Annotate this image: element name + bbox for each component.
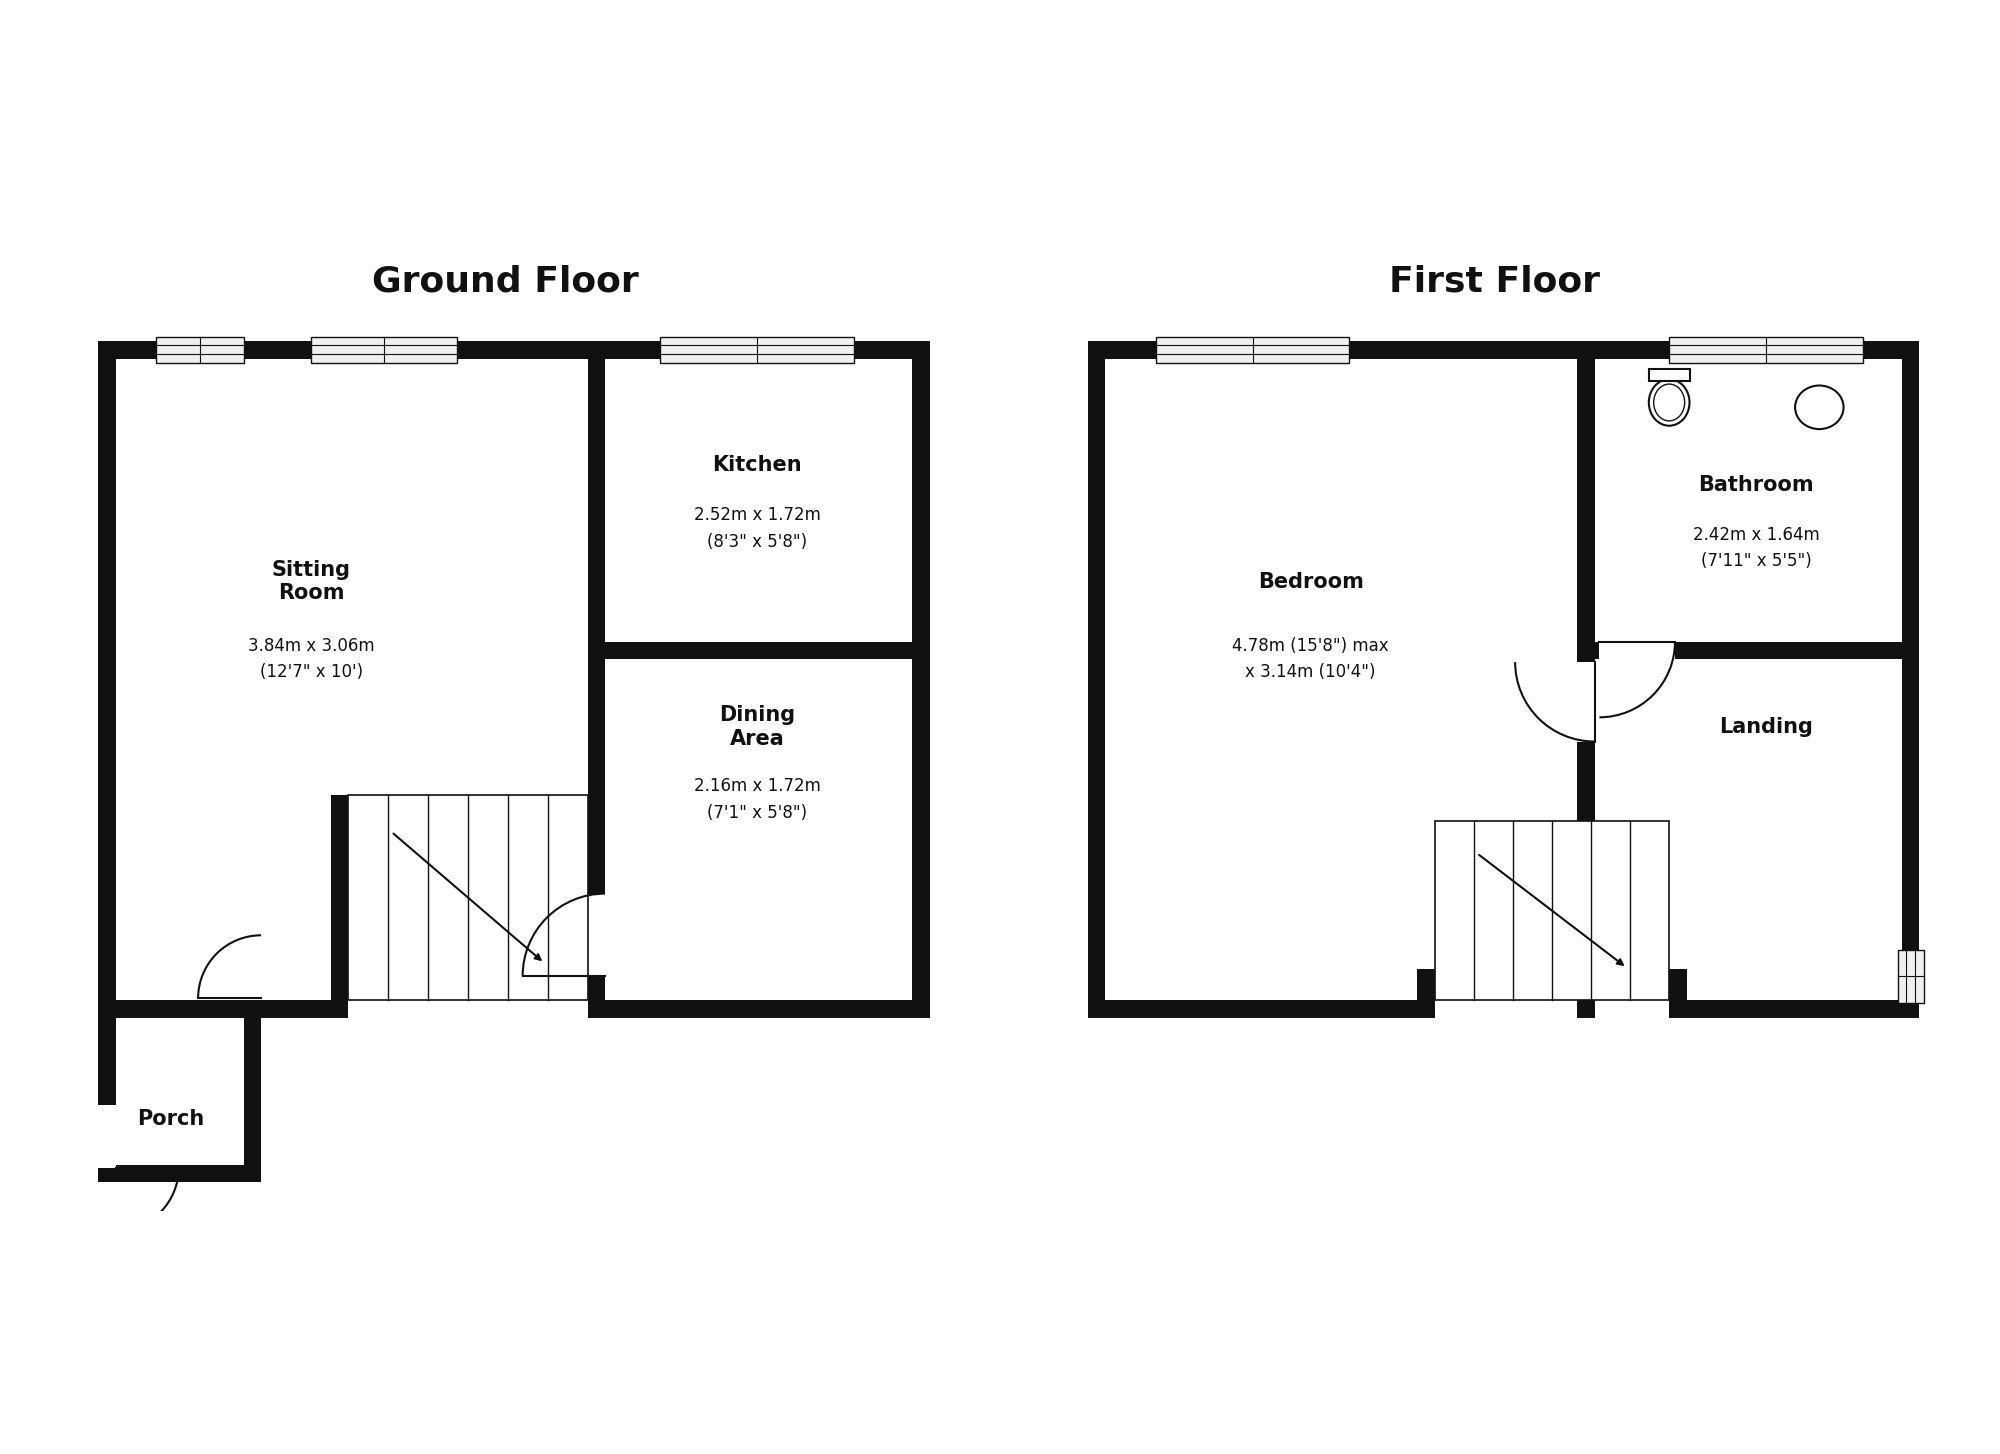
Bar: [1578, 641, 1920, 659]
Bar: [244, 935, 262, 999]
Bar: [588, 641, 930, 659]
Bar: [1670, 970, 1686, 1018]
Ellipse shape: [1654, 384, 1684, 420]
Bar: [1156, 342, 1350, 359]
Text: Dining
Area: Dining Area: [720, 705, 796, 749]
Text: Ground Floor: Ground Floor: [372, 265, 638, 298]
Bar: [1670, 336, 1862, 362]
Text: 2.16m x 1.72m
(7'1" x 5'8"): 2.16m x 1.72m (7'1" x 5'8"): [694, 778, 820, 822]
Bar: [244, 1000, 262, 1182]
Text: Porch: Porch: [138, 1109, 204, 1130]
Text: Landing: Landing: [1720, 717, 1812, 737]
Bar: [98, 342, 116, 1018]
Bar: [588, 894, 604, 976]
Bar: [1088, 971, 1096, 989]
Bar: [1648, 368, 1690, 381]
Bar: [98, 1000, 262, 1018]
Bar: [912, 342, 930, 1018]
Text: Bedroom: Bedroom: [1258, 571, 1364, 592]
Bar: [156, 336, 244, 362]
Text: 2.52m x 1.72m
(8'3" x 5'8"): 2.52m x 1.72m (8'3" x 5'8"): [694, 506, 820, 551]
Text: 4.78m (15'8") max
x 3.14m (10'4"): 4.78m (15'8") max x 3.14m (10'4"): [1232, 637, 1390, 682]
Bar: [116, 1000, 348, 1018]
Bar: [1434, 822, 1670, 1000]
Bar: [312, 342, 456, 359]
Bar: [1156, 336, 1350, 362]
Bar: [660, 342, 854, 359]
Bar: [1578, 342, 1594, 1018]
Bar: [1418, 970, 1434, 1018]
Bar: [1434, 822, 1670, 1000]
Bar: [156, 336, 244, 362]
Bar: [1106, 1000, 1434, 1018]
Ellipse shape: [1648, 379, 1690, 426]
Bar: [348, 795, 588, 1000]
Bar: [1156, 336, 1350, 362]
Text: Sitting
Room: Sitting Room: [272, 560, 350, 603]
Bar: [588, 1000, 930, 1018]
Bar: [1088, 342, 1106, 1018]
Bar: [1600, 641, 1674, 659]
Bar: [588, 342, 604, 1018]
Ellipse shape: [1796, 385, 1844, 429]
Bar: [98, 1000, 116, 1182]
Bar: [1902, 342, 1920, 1018]
Bar: [98, 1165, 244, 1182]
Bar: [1670, 336, 1862, 362]
Bar: [1670, 1000, 1920, 1018]
Bar: [348, 795, 588, 1000]
Bar: [1898, 949, 1924, 1003]
Bar: [660, 336, 854, 362]
Bar: [98, 342, 930, 359]
Bar: [98, 1105, 116, 1168]
Bar: [1898, 949, 1924, 1003]
Text: Kitchen: Kitchen: [712, 455, 802, 475]
Bar: [312, 336, 456, 362]
Bar: [1088, 342, 1920, 359]
Bar: [1578, 662, 1594, 742]
Bar: [156, 342, 244, 359]
Bar: [312, 336, 456, 362]
Bar: [660, 336, 854, 362]
Text: 2.42m x 1.64m
(7'11" x 5'5"): 2.42m x 1.64m (7'11" x 5'5"): [1692, 525, 1820, 570]
Bar: [1670, 342, 1862, 359]
Text: 3.84m x 3.06m
(12'7" x 10'): 3.84m x 3.06m (12'7" x 10'): [248, 637, 374, 682]
Bar: [1902, 949, 1920, 1003]
Bar: [330, 795, 348, 1018]
Text: First Floor: First Floor: [1390, 265, 1600, 298]
Text: Bathroom: Bathroom: [1698, 475, 1814, 494]
